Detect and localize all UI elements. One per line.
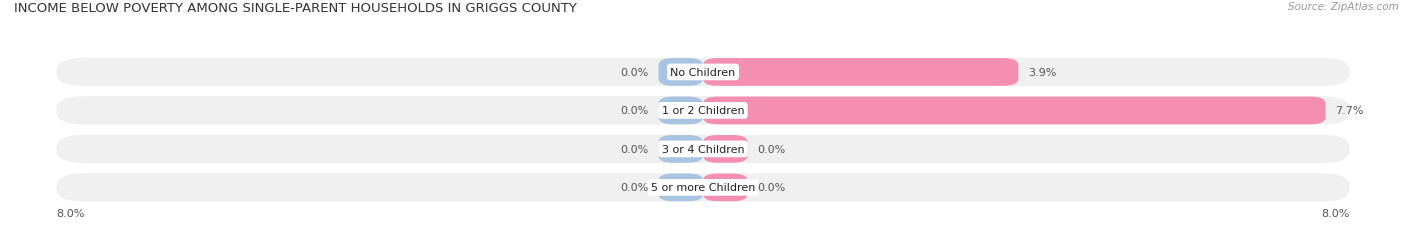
FancyBboxPatch shape: [658, 135, 703, 163]
Text: 0.0%: 0.0%: [620, 68, 648, 78]
FancyBboxPatch shape: [658, 97, 703, 125]
Text: 1 or 2 Children: 1 or 2 Children: [662, 106, 744, 116]
FancyBboxPatch shape: [56, 58, 1350, 87]
FancyBboxPatch shape: [703, 59, 1018, 86]
Text: 0.0%: 0.0%: [620, 106, 648, 116]
FancyBboxPatch shape: [658, 174, 703, 201]
Text: Source: ZipAtlas.com: Source: ZipAtlas.com: [1288, 2, 1399, 12]
Text: 5 or more Children: 5 or more Children: [651, 182, 755, 193]
FancyBboxPatch shape: [56, 97, 1350, 125]
FancyBboxPatch shape: [703, 97, 1326, 125]
Text: 8.0%: 8.0%: [1322, 208, 1350, 218]
Text: 3 or 4 Children: 3 or 4 Children: [662, 144, 744, 154]
Text: No Children: No Children: [671, 68, 735, 78]
FancyBboxPatch shape: [658, 59, 703, 86]
Text: 3.9%: 3.9%: [1028, 68, 1056, 78]
Text: 0.0%: 0.0%: [620, 182, 648, 193]
FancyBboxPatch shape: [56, 135, 1350, 164]
Text: 0.0%: 0.0%: [758, 182, 786, 193]
FancyBboxPatch shape: [703, 135, 748, 163]
FancyBboxPatch shape: [56, 173, 1350, 202]
Text: 0.0%: 0.0%: [620, 144, 648, 154]
Text: INCOME BELOW POVERTY AMONG SINGLE-PARENT HOUSEHOLDS IN GRIGGS COUNTY: INCOME BELOW POVERTY AMONG SINGLE-PARENT…: [14, 2, 576, 15]
Text: 0.0%: 0.0%: [758, 144, 786, 154]
Text: 8.0%: 8.0%: [56, 208, 84, 218]
FancyBboxPatch shape: [703, 174, 748, 201]
Text: 7.7%: 7.7%: [1336, 106, 1364, 116]
